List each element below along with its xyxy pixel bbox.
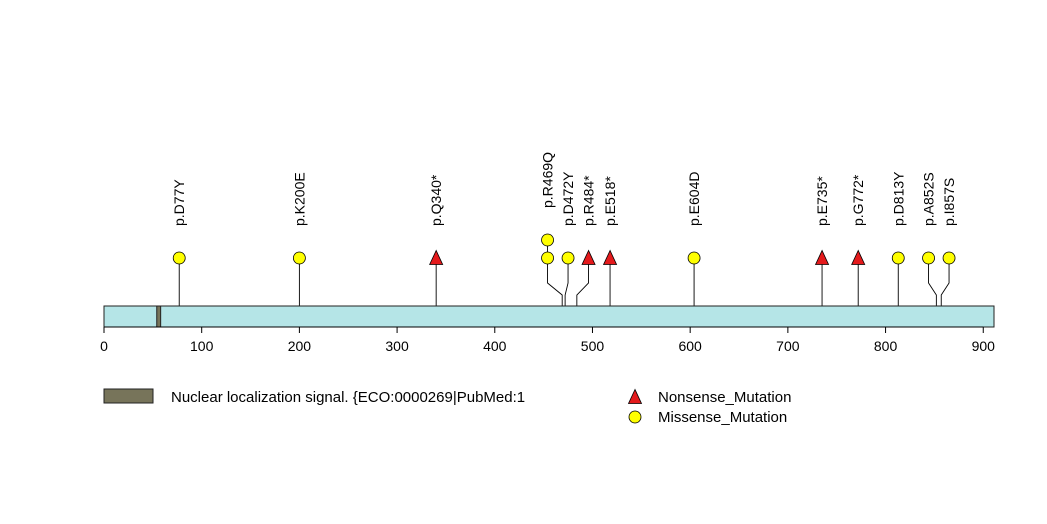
legend: Nuclear localization signal. {ECO:000026… xyxy=(103,388,791,426)
x-tick-label: 300 xyxy=(385,338,409,354)
mutation-stem xyxy=(547,258,563,306)
mutation-stem xyxy=(576,258,589,306)
missense-marker xyxy=(172,251,186,265)
legend-mutation-label: Missense_Mutation xyxy=(658,409,787,426)
x-tick-label: 600 xyxy=(678,338,702,354)
marker-layer xyxy=(172,233,956,265)
mutation-stem xyxy=(928,258,937,306)
mutation-label: p.D472Y xyxy=(560,171,576,226)
x-tick-label: 900 xyxy=(972,338,996,354)
missense-marker xyxy=(541,251,554,265)
x-tick-label: 100 xyxy=(190,338,214,354)
mutation-stem xyxy=(940,258,950,306)
mutation-label: p.A852S xyxy=(921,172,937,226)
legend-mutation-label: Nonsense_Mutation xyxy=(658,389,791,406)
x-axis: 0 100 200 300 400 500 600 700 800 900 xyxy=(100,326,996,354)
mutation-label: p.D77Y xyxy=(171,179,187,226)
mutation-label-layer: p.D77Y p.K200E p.Q340* p.R469Q p.D472Y p.R484… xyxy=(171,152,957,226)
x-tick-label: 200 xyxy=(288,338,312,354)
x-tick-label: 0 xyxy=(100,338,108,354)
legend-circle-icon xyxy=(628,410,642,424)
x-tick-label: 400 xyxy=(483,338,507,354)
missense-marker xyxy=(561,251,575,265)
mutation-label: p.G772* xyxy=(850,174,866,226)
nonsense-marker xyxy=(581,249,596,265)
protein-backbone xyxy=(103,305,995,328)
nonsense-marker xyxy=(814,249,830,265)
x-tick-label: 500 xyxy=(581,338,605,354)
mutation-label: p.E604D xyxy=(686,172,702,226)
mutation-label: p.D813Y xyxy=(890,171,906,226)
stem-layer xyxy=(178,240,950,306)
domain-region xyxy=(156,305,162,328)
mutation-label: p.K200E xyxy=(291,172,307,226)
x-tick-label: 800 xyxy=(874,338,898,354)
missense-marker xyxy=(922,251,935,265)
missense-marker xyxy=(891,251,905,265)
x-tick-label: 700 xyxy=(776,338,800,354)
mutation-label: p.Q340* xyxy=(428,174,444,226)
mutation-label: p.R484* xyxy=(581,175,597,226)
nonsense-marker xyxy=(429,249,444,265)
mutation-stem xyxy=(564,258,569,306)
missense-marker xyxy=(292,251,306,265)
nonsense-marker xyxy=(851,249,866,265)
domain-layer xyxy=(156,305,162,328)
mutation-label: p.E518* xyxy=(602,176,618,226)
missense-marker xyxy=(942,251,956,265)
missense-marker xyxy=(687,251,701,265)
mutation-label: p.R469Q xyxy=(540,152,556,208)
mutation-label: p.I857S xyxy=(941,178,957,226)
legend-domain-swatch xyxy=(103,388,154,404)
legend-triangle-icon xyxy=(627,388,643,404)
nonsense-marker xyxy=(602,249,618,265)
legend-domain-label: Nuclear localization signal. {ECO:000026… xyxy=(171,389,525,406)
missense-marker xyxy=(541,233,554,247)
mutation-label: p.E735* xyxy=(814,176,830,226)
